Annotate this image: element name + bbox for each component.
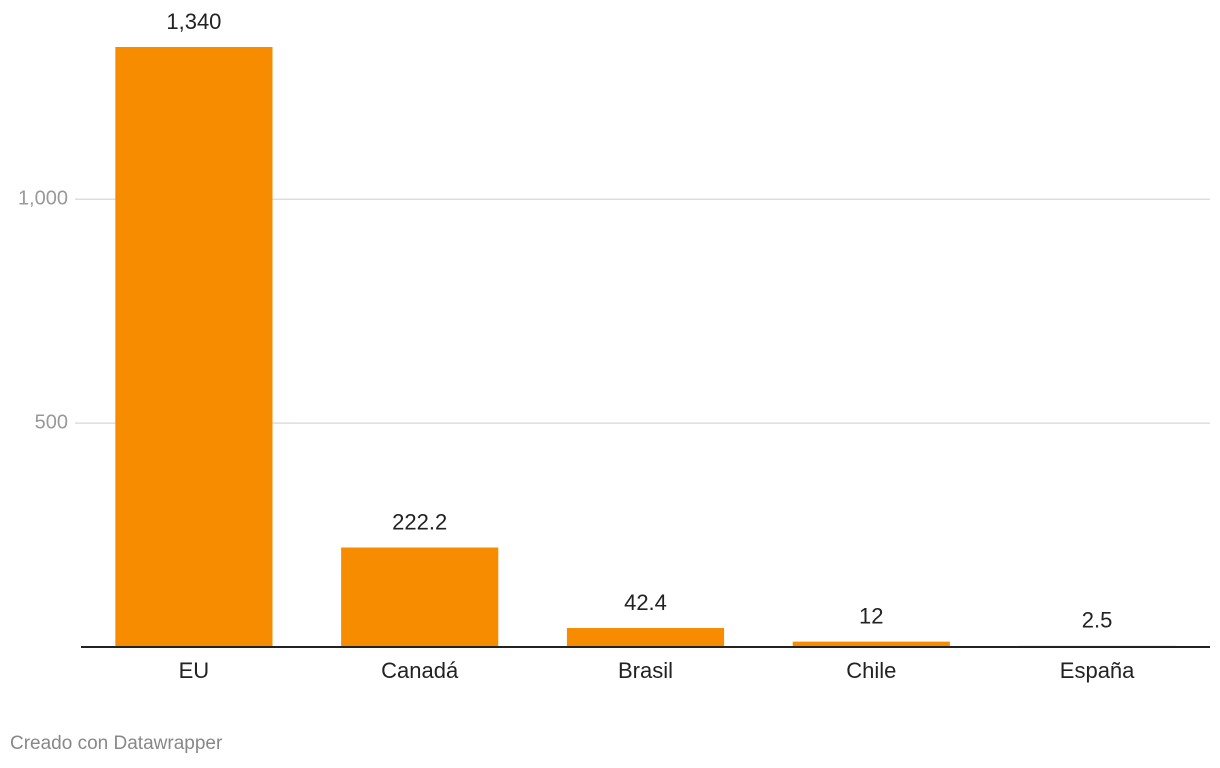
value-label: 1,340	[166, 9, 221, 34]
bar	[566, 628, 725, 647]
x-tick-label: Brasil	[618, 658, 673, 683]
y-tick-label: 500	[35, 411, 68, 433]
value-label: 2.5	[1082, 608, 1113, 633]
value-label: 222.2	[392, 509, 447, 534]
credit: Creado con Datawrapper	[10, 733, 223, 754]
y-tick-label: 1,000	[18, 188, 68, 210]
bar	[341, 547, 499, 647]
value-label: 12	[859, 603, 883, 628]
x-tick-label: Canadá	[381, 658, 459, 683]
value-label: 42.4	[624, 590, 667, 615]
bar	[792, 641, 950, 647]
x-tick-label: EU	[179, 658, 210, 683]
x-tick-label: Chile	[846, 658, 896, 683]
x-tick-label: España	[1060, 658, 1135, 683]
bar	[115, 47, 273, 647]
